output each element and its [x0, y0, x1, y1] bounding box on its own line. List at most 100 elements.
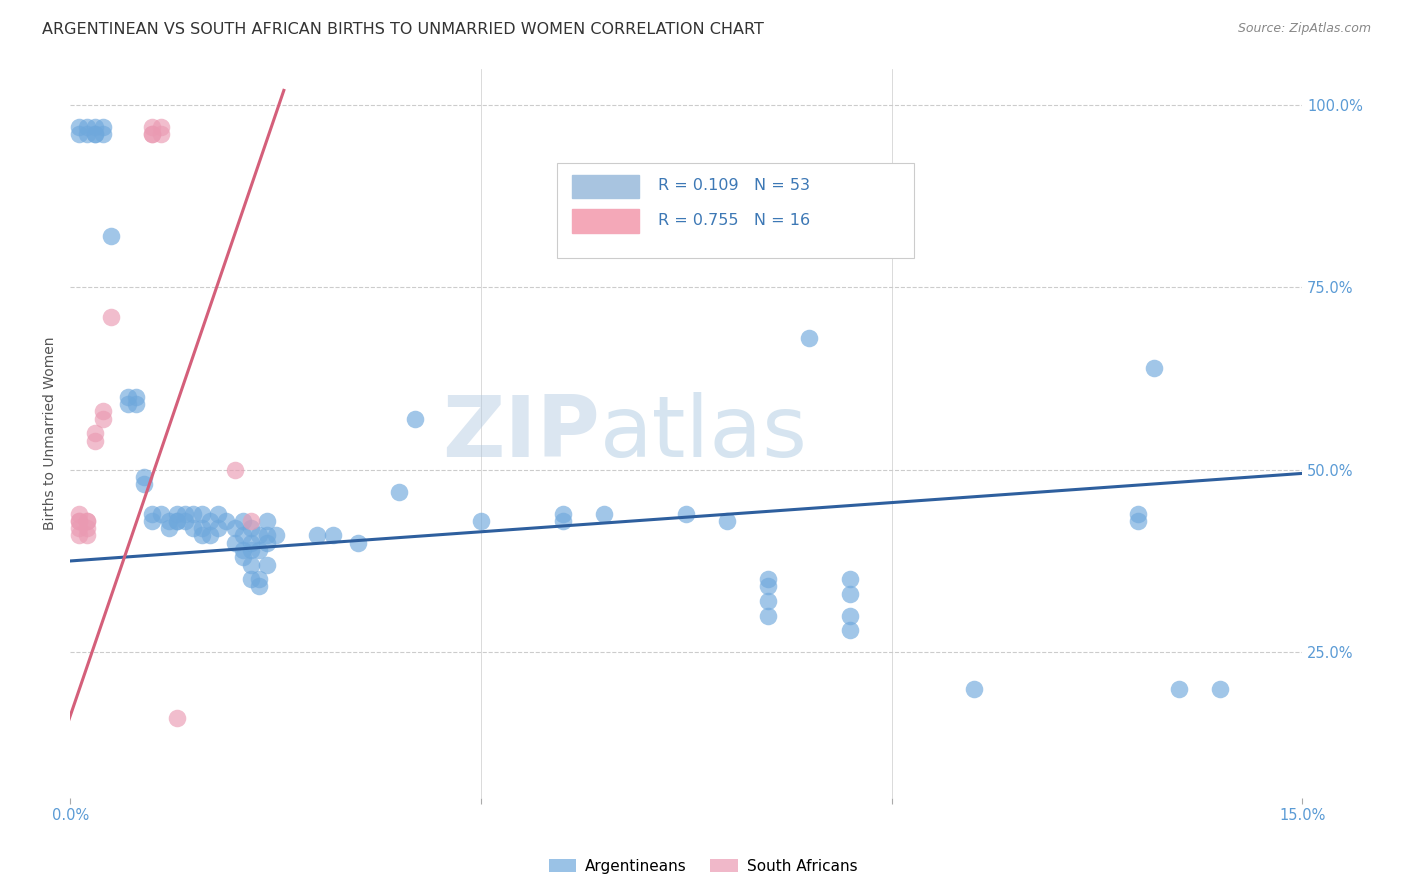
Point	[149, 120, 172, 134]
Point	[240, 535, 263, 549]
Point	[67, 120, 90, 134]
Point	[84, 127, 107, 141]
Point	[190, 507, 212, 521]
Point	[76, 514, 98, 528]
Point	[67, 514, 90, 528]
Point	[84, 120, 107, 134]
Point	[76, 521, 98, 535]
Point	[67, 127, 90, 141]
Point	[117, 397, 139, 411]
Point	[256, 528, 278, 542]
Point	[224, 463, 246, 477]
Point	[141, 507, 163, 521]
Point	[247, 543, 270, 558]
Point	[799, 331, 821, 345]
Point	[247, 572, 270, 586]
Point	[756, 594, 779, 608]
Point	[207, 507, 229, 521]
Point	[232, 528, 254, 542]
Legend: Argentineans, South Africans: Argentineans, South Africans	[543, 853, 863, 880]
Point	[76, 514, 98, 528]
Point	[76, 120, 98, 134]
Point	[756, 572, 779, 586]
Point	[322, 528, 344, 542]
Point	[91, 411, 114, 425]
Point	[240, 521, 263, 535]
Point	[67, 528, 90, 542]
Point	[157, 521, 180, 535]
Text: Source: ZipAtlas.com: Source: ZipAtlas.com	[1237, 22, 1371, 36]
Point	[839, 608, 862, 623]
Point	[247, 580, 270, 594]
Point	[117, 390, 139, 404]
Point	[125, 390, 148, 404]
Point	[756, 608, 779, 623]
Point	[256, 514, 278, 528]
Text: ZIP: ZIP	[443, 392, 600, 475]
Point	[1143, 360, 1166, 375]
Point	[305, 528, 328, 542]
Point	[166, 711, 188, 725]
FancyBboxPatch shape	[557, 163, 914, 258]
Point	[183, 507, 205, 521]
Point	[84, 127, 107, 141]
Point	[1126, 514, 1149, 528]
Point	[224, 521, 246, 535]
Point	[346, 535, 368, 549]
Point	[183, 521, 205, 535]
Point	[224, 535, 246, 549]
Point	[76, 127, 98, 141]
Point	[100, 310, 122, 324]
Point	[84, 434, 107, 448]
Point	[67, 507, 90, 521]
Point	[149, 127, 172, 141]
Point	[256, 558, 278, 572]
Point	[67, 514, 90, 528]
Point	[839, 624, 862, 638]
Point	[141, 514, 163, 528]
Point	[207, 521, 229, 535]
Point	[215, 514, 238, 528]
Point	[232, 550, 254, 565]
Point	[716, 514, 738, 528]
Point	[551, 514, 574, 528]
Point	[247, 528, 270, 542]
Point	[963, 681, 986, 696]
Point	[240, 514, 263, 528]
Point	[404, 411, 426, 425]
Point	[149, 507, 172, 521]
Point	[198, 514, 221, 528]
Point	[1168, 681, 1191, 696]
Text: atlas: atlas	[600, 392, 808, 475]
Point	[91, 127, 114, 141]
FancyBboxPatch shape	[572, 210, 640, 233]
Point	[593, 507, 616, 521]
Point	[256, 535, 278, 549]
Point	[551, 507, 574, 521]
Point	[157, 514, 180, 528]
Point	[470, 514, 492, 528]
Point	[91, 404, 114, 418]
Point	[141, 120, 163, 134]
Text: R = 0.755   N = 16: R = 0.755 N = 16	[658, 213, 810, 227]
Point	[232, 543, 254, 558]
Point	[190, 521, 212, 535]
Y-axis label: Births to Unmarried Women: Births to Unmarried Women	[44, 336, 58, 530]
Point	[756, 580, 779, 594]
FancyBboxPatch shape	[572, 175, 640, 198]
Point	[388, 484, 411, 499]
Point	[67, 521, 90, 535]
Point	[134, 470, 156, 484]
Point	[174, 514, 197, 528]
Point	[134, 477, 156, 491]
Point	[174, 507, 197, 521]
Point	[240, 543, 263, 558]
Text: ARGENTINEAN VS SOUTH AFRICAN BIRTHS TO UNMARRIED WOMEN CORRELATION CHART: ARGENTINEAN VS SOUTH AFRICAN BIRTHS TO U…	[42, 22, 763, 37]
Point	[76, 528, 98, 542]
Point	[91, 120, 114, 134]
Point	[839, 587, 862, 601]
Text: R = 0.109   N = 53: R = 0.109 N = 53	[658, 178, 810, 193]
Point	[125, 397, 148, 411]
Point	[264, 528, 287, 542]
Point	[141, 127, 163, 141]
